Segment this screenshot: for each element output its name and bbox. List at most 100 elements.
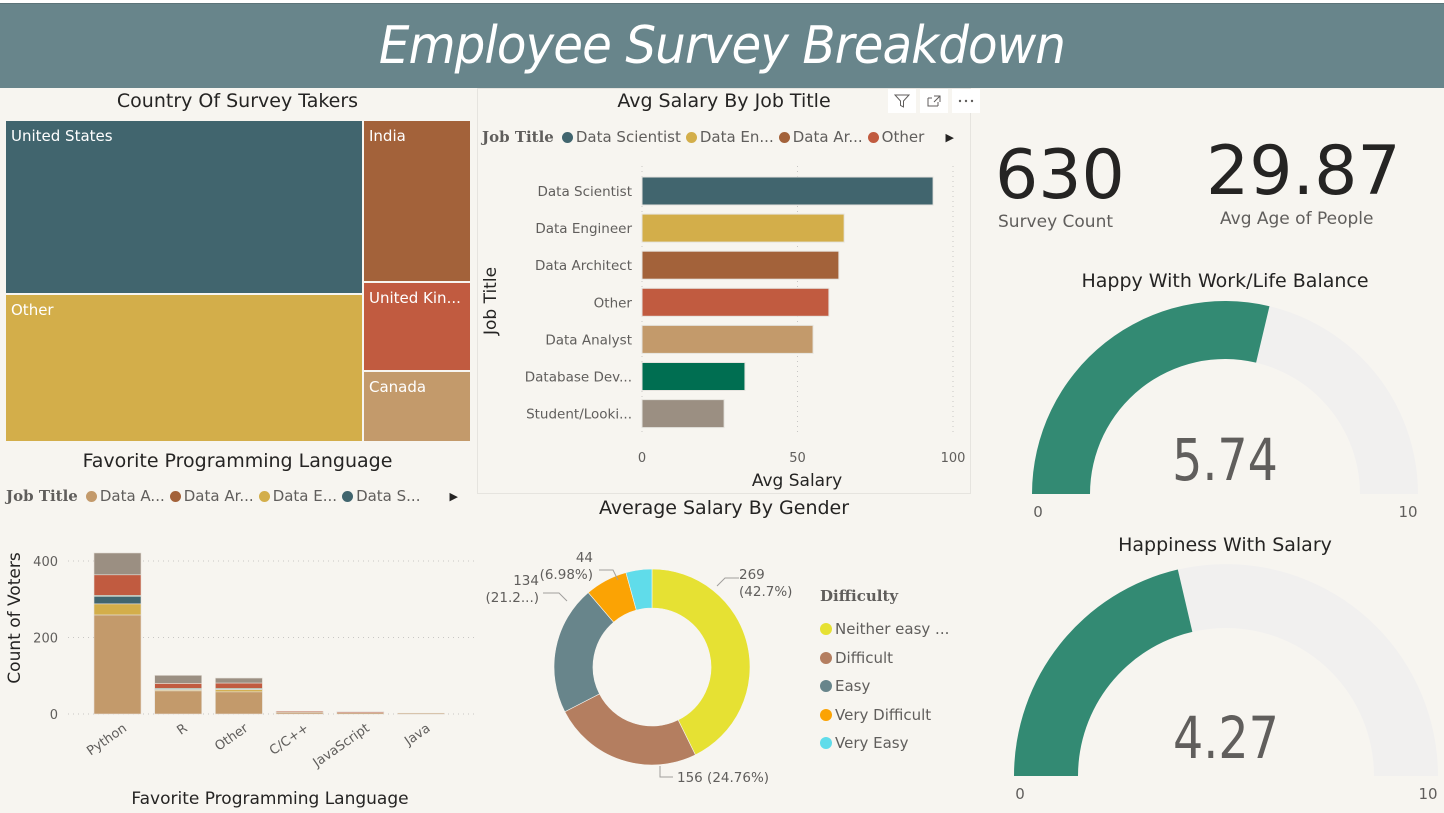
- legend-label: Data Ar...: [792, 128, 863, 146]
- treemap-label: United Kin...: [369, 289, 461, 307]
- bar[interactable]: [641, 399, 725, 429]
- treemap-label: Canada: [369, 378, 426, 396]
- country-treemap: United States Other India United Kin... Cana…: [6, 121, 470, 441]
- legend-dot-icon: [169, 490, 181, 502]
- legend-label: Data E...: [272, 487, 338, 505]
- bar[interactable]: [641, 250, 840, 280]
- bar-segment[interactable]: [215, 682, 263, 689]
- filter-icon[interactable]: [888, 89, 916, 113]
- avg-age-label: Avg Age of People: [1220, 209, 1374, 229]
- donut-slice[interactable]: [651, 568, 751, 756]
- legend-item[interactable]: Easy: [820, 672, 949, 701]
- x-tick-label: JavaScript: [310, 721, 373, 771]
- x-tick-label: Python: [84, 721, 130, 759]
- gauge-max-label: 10: [1418, 785, 1437, 803]
- visual-header-icons: [888, 89, 980, 113]
- legend-item[interactable]: Data Scientist: [561, 128, 681, 146]
- bar[interactable]: [641, 324, 814, 354]
- y-axis-label: Count of Voters: [5, 552, 25, 684]
- bar-segment[interactable]: [275, 711, 324, 713]
- legend-dot-icon: [85, 490, 97, 502]
- bar-segment[interactable]: [93, 603, 142, 616]
- legend-item[interactable]: Data E...: [258, 487, 338, 505]
- legend-next-arrow-icon[interactable]: ▶: [945, 130, 954, 144]
- survey-count-value: 630: [995, 136, 1125, 215]
- salary-by-job-panel: [477, 88, 971, 494]
- legend-item[interactable]: Data S...: [342, 487, 420, 505]
- legend-item[interactable]: Difficult: [820, 644, 949, 673]
- x-axis-label: Favorite Programming Language: [131, 789, 408, 809]
- legend-dot-icon: [258, 490, 270, 502]
- donut-slice[interactable]: [625, 568, 653, 611]
- bar[interactable]: [641, 213, 845, 243]
- x-tick-label: Other: [212, 721, 251, 755]
- bar-segment[interactable]: [336, 711, 385, 714]
- y-tick-label: Data Analyst: [545, 332, 632, 348]
- bar-segment[interactable]: [93, 574, 142, 596]
- leader-line: [659, 766, 673, 778]
- leader-line: [599, 569, 619, 581]
- donut-slice[interactable]: [564, 693, 696, 766]
- legend-title: Job Title: [482, 128, 554, 146]
- bar-segment[interactable]: [215, 691, 263, 715]
- x-tick-label: Java: [401, 721, 433, 750]
- legend-label: Very Easy: [835, 734, 909, 753]
- x-tick-label: 50: [789, 451, 806, 466]
- bar-segment[interactable]: [154, 689, 202, 715]
- fav-language-title: Favorite Programming Language: [82, 450, 393, 472]
- legend-item[interactable]: Very Easy: [820, 729, 949, 758]
- bar-segment[interactable]: [93, 552, 142, 576]
- treemap-tile[interactable]: [364, 121, 470, 281]
- legend-item[interactable]: Data Ar...: [169, 487, 254, 505]
- legend-item[interactable]: Other: [867, 128, 924, 146]
- legend-dot-icon: [820, 708, 832, 721]
- legend-dot-icon: [820, 737, 832, 750]
- data-label: (21.2...): [486, 590, 539, 606]
- bar-segment[interactable]: [93, 595, 142, 605]
- treemap-tile[interactable]: [6, 121, 362, 293]
- legend-next-arrow-icon[interactable]: ▶: [449, 489, 458, 503]
- x-tick-label: R: [174, 721, 190, 738]
- more-options-icon[interactable]: [952, 89, 980, 113]
- gauge-salary-title: Happiness With Salary: [1118, 534, 1332, 556]
- leader-line: [716, 577, 739, 587]
- legend-item[interactable]: Data Ar...: [778, 128, 863, 146]
- top-strip: [0, 0, 1444, 4]
- salary-by-job-bar-chart: 0 50 100 Data Scientist Data Engineer Data Ar…: [481, 166, 965, 491]
- treemap-tile[interactable]: [6, 295, 362, 441]
- legend-dot-icon: [561, 131, 573, 143]
- legend-dot-icon: [867, 131, 879, 143]
- legend-label: Neither easy ...: [835, 620, 950, 639]
- bar[interactable]: [641, 362, 746, 391]
- data-label: 44: [576, 550, 593, 566]
- legend-dot-icon: [820, 651, 832, 664]
- legend-item[interactable]: Neither easy ...: [820, 615, 949, 644]
- legend-label: Data Scientist: [575, 128, 681, 146]
- y-tick-label: Student/Looki...: [526, 407, 632, 423]
- treemap-title: Country Of Survey Takers: [116, 90, 359, 112]
- gauge-max-label: 10: [1398, 503, 1417, 521]
- gauge-fill[interactable]: [1014, 569, 1193, 776]
- bar-segment[interactable]: [154, 683, 202, 689]
- legend-item[interactable]: Very Difficult: [820, 701, 949, 730]
- y-axis-label: Job Title: [481, 267, 501, 336]
- legend-item[interactable]: Data En...: [685, 128, 774, 146]
- bar-segment[interactable]: [397, 712, 445, 715]
- legend-title: Job Title: [6, 487, 78, 505]
- bar-segment[interactable]: [154, 675, 202, 684]
- x-tick-label: C/C++: [267, 721, 312, 759]
- treemap-tile[interactable]: [364, 283, 470, 370]
- gauge-fill[interactable]: [1032, 301, 1270, 494]
- bar[interactable]: [641, 287, 830, 317]
- legend-dot-icon: [685, 131, 697, 143]
- bar-segment[interactable]: [215, 677, 263, 684]
- leader-line: [543, 592, 568, 602]
- bar[interactable]: [641, 176, 934, 206]
- legend-dot-icon: [342, 490, 354, 502]
- worklife-gauge: 5.74 0 10: [1032, 301, 1418, 521]
- legend-label: Easy: [835, 677, 871, 696]
- focus-mode-icon[interactable]: [920, 89, 948, 113]
- legend-item[interactable]: Data A...: [85, 487, 165, 505]
- bar-segment[interactable]: [93, 614, 142, 715]
- treemap-tile[interactable]: [364, 372, 470, 441]
